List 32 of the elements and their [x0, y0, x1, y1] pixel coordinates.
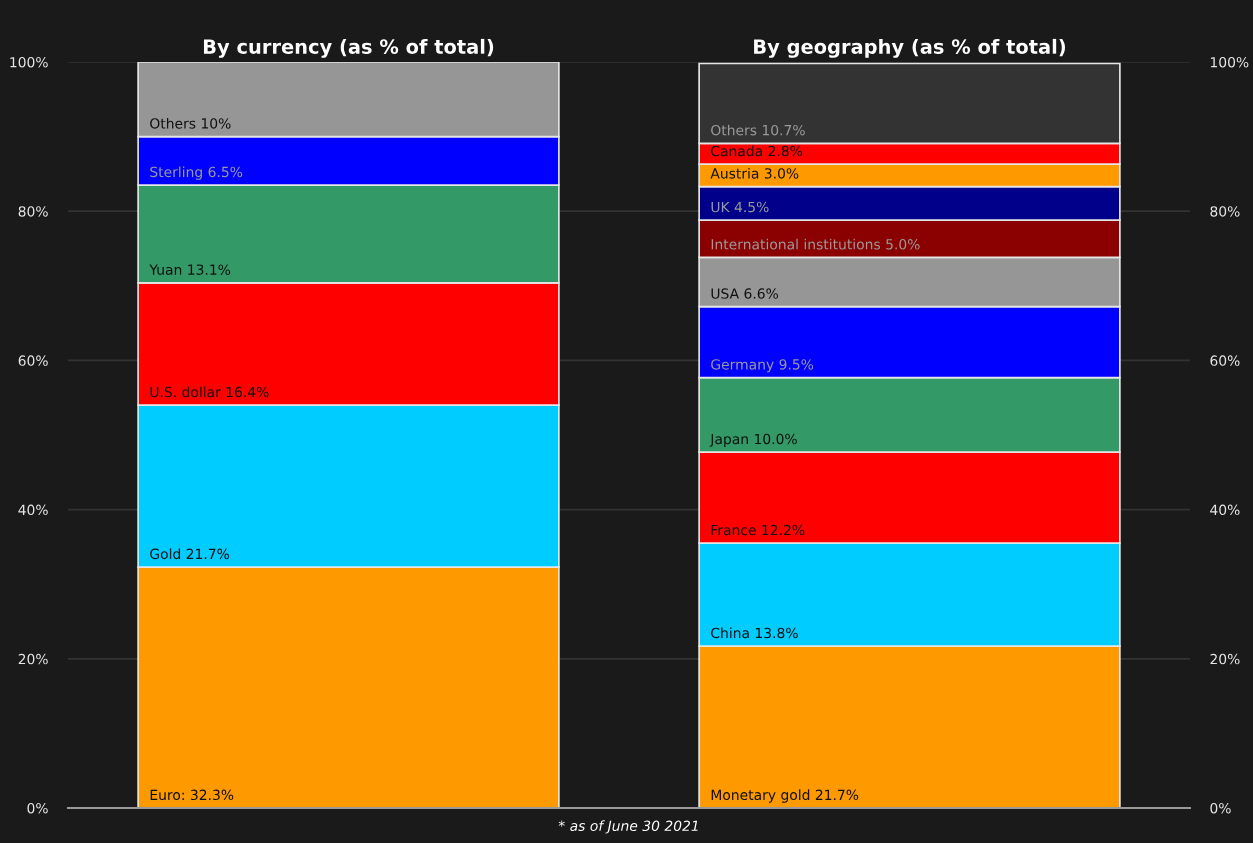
data-label: Euro: 32.3% [150, 789, 234, 801]
data-label: International institutions 5.0% [711, 238, 920, 250]
y-tick-label: 80% [18, 206, 48, 217]
data-label: Germany 9.5% [711, 359, 814, 373]
y-tick-label: 100% [10, 56, 48, 68]
y-tick-label: 100% [1210, 56, 1249, 68]
y-tick-label: 40% [1210, 504, 1240, 516]
data-label: Gold 21.7% [150, 548, 230, 560]
data-label: Monetary gold 21.7% [711, 789, 859, 803]
data-label: USA 6.6% [711, 288, 779, 299]
data-label: Japan 10.0% [709, 433, 797, 447]
data-label: U.S. dollar 16.4% [150, 386, 269, 398]
chart-title: By geography (as % of total) [754, 38, 1066, 58]
data-label: Austria 3.0% [710, 167, 799, 179]
y-tick-label: 60% [18, 355, 48, 366]
y-tick-label: 0% [27, 802, 48, 814]
y-tick-label: 20% [18, 653, 48, 665]
data-label: Canada 2.8% [711, 145, 803, 157]
y-tick-label: 80% [1210, 206, 1240, 217]
y-tick-label: 0% [1210, 802, 1231, 814]
y-tick-label: 40% [18, 504, 48, 516]
y-tick-label: 60% [1210, 355, 1240, 366]
data-label: Others 10.7% [711, 124, 805, 136]
data-label: UK 4.5% [711, 201, 769, 213]
data-label: Others 10% [150, 117, 231, 129]
data-label: France 12.2% [711, 524, 805, 536]
data-label: Yuan 13.1% [149, 264, 231, 275]
y-tick-label: 20% [1210, 653, 1240, 665]
text: * as of June 30 2021 [558, 820, 698, 834]
data-label: China 13.8% [711, 627, 798, 639]
data-label: Sterling 6.5% [150, 166, 243, 180]
chart-title: By currency (as % of total) [203, 38, 494, 58]
